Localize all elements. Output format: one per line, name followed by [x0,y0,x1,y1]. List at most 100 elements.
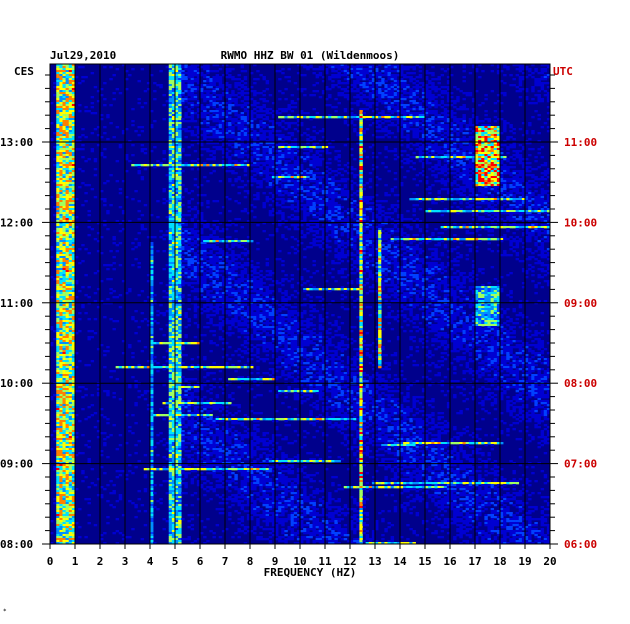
heatmap-cell [431,112,435,115]
heatmap-cell [300,74,304,77]
heatmap-cell [468,154,473,157]
heatmap-cell [534,84,538,87]
heatmap-cell [359,202,363,205]
heatmap-cell [453,112,457,115]
heatmap-cell [315,200,320,203]
heatmap-cell [346,98,351,101]
heatmap-cell [437,152,441,155]
heatmap-cell [493,120,498,123]
heatmap-cell [56,194,60,197]
heatmap-cell [468,180,473,183]
heatmap-cell [293,146,298,149]
heatmap-cell [359,110,363,113]
heatmap-cell [546,98,551,101]
heatmap-cell [387,170,391,173]
heatmap-cell [237,164,241,167]
heatmap-cell [65,70,70,73]
heatmap-cell [462,80,466,83]
heatmap-cell [431,120,435,123]
heatmap-cell [175,126,179,129]
heatmap-cell [362,112,366,115]
heatmap-cell [65,68,70,71]
heatmap-cell [187,98,191,101]
heatmap-cell [490,138,495,141]
heatmap-cell [290,176,295,179]
heatmap-cell [62,102,66,105]
heatmap-cell [387,66,391,69]
heatmap-cell [443,144,448,147]
heatmap-cell [434,124,438,127]
heatmap-cell [171,170,176,173]
heatmap-cell [312,214,316,217]
heatmap-cell [212,104,216,107]
heatmap-cell [168,82,173,85]
heatmap-cell [59,202,63,205]
heatmap-cell [178,212,182,215]
heatmap-cell [462,70,466,73]
heatmap-cell [515,200,520,203]
heatmap-cell [312,196,316,199]
heatmap-cell [325,194,329,197]
heatmap-cell [212,100,216,103]
heatmap-cell [200,72,204,75]
heatmap-cell [259,108,263,111]
heatmap-cell [78,140,82,143]
heatmap-cell [484,212,488,215]
heatmap-cell [459,186,463,189]
heatmap-cell [350,64,354,67]
heatmap-cell [168,110,173,113]
heatmap-cell [515,156,520,159]
heatmap-cell [425,110,429,113]
heatmap-cell [496,144,501,147]
heatmap-cell [212,76,216,79]
heatmap-cell [537,72,541,75]
heatmap-cell [340,88,345,91]
heatmap-cell [168,126,173,129]
heatmap-cell [206,158,210,161]
heatmap-cell [475,136,479,139]
heatmap-cell [78,168,82,171]
heatmap-cell [271,140,276,143]
heatmap-cell [543,170,548,173]
heatmap-cell [500,168,504,171]
heatmap-cell [187,102,191,105]
heatmap-cell [350,76,354,79]
heatmap-cell [381,92,385,95]
heatmap-cell [71,92,76,95]
heatmap-cell [353,124,357,127]
heatmap-cell [240,124,245,127]
heatmap-cell [68,82,73,85]
heatmap-cell [240,94,245,97]
heatmap-cell [96,100,101,103]
heatmap-cell [271,208,276,211]
heatmap-cell [56,210,60,213]
heatmap-cell [506,148,510,151]
heatmap-cell [459,208,463,211]
heatmap-cell [456,206,460,209]
heatmap-cell [359,100,363,103]
heatmap-cell [56,188,60,191]
heatmap-cell [200,144,204,147]
heatmap-cell [512,128,516,131]
heatmap-cell [356,66,360,69]
heatmap-cell [287,180,291,183]
heatmap-cell [290,180,295,183]
heatmap-cell [284,88,288,91]
heatmap-cell [184,84,188,87]
heatmap-cell [193,74,198,77]
heatmap-cell [515,212,520,215]
heatmap-cell [315,68,320,71]
heatmap-cell [356,88,360,91]
heatmap-cell [384,134,388,137]
heatmap-cell [325,98,329,101]
heatmap-cell [334,98,338,101]
heatmap-cell [168,108,173,111]
heatmap-cell [443,126,448,129]
heatmap-cell [93,86,98,89]
heatmap-cell [143,90,148,93]
heatmap-cell [256,158,260,161]
heatmap-cell [303,158,307,161]
heatmap-cell [196,104,201,107]
heatmap-cell [62,112,66,115]
heatmap-cell [206,180,210,183]
